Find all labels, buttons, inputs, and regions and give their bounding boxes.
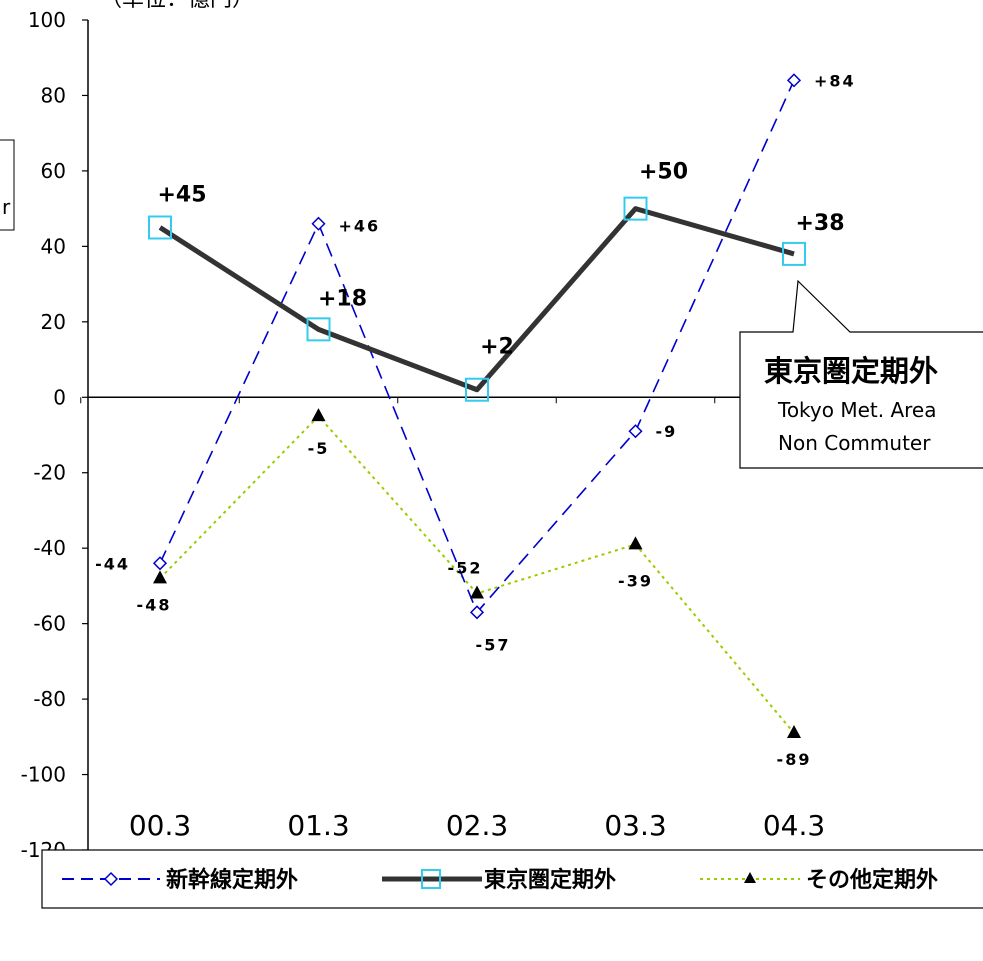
data-label-2: -39 — [618, 571, 653, 590]
legend-marker-tokyo — [421, 869, 441, 889]
data-label-0: +84 — [814, 71, 856, 90]
marker-shinkansen-point — [311, 216, 326, 231]
y-tick-label: 40 — [41, 234, 66, 258]
y-tick-label: 100 — [28, 8, 66, 32]
data-label-1: +18 — [318, 286, 367, 311]
callout-title: 東京圏定期外 — [764, 354, 938, 388]
x-tick-label: 01.3 — [287, 809, 349, 842]
data-label-1: +38 — [795, 211, 844, 236]
marker-shinkansen-point — [628, 424, 643, 439]
data-labels: -44 +46 -57 -9 +84 +45 +18 +2 +50 +38 -48 -5 -52 -39 -… — [95, 71, 856, 769]
marker-tokyo-point — [465, 377, 489, 402]
data-label-0: -9 — [656, 422, 678, 441]
marker-other-point — [153, 570, 167, 584]
data-label-2: -5 — [308, 439, 330, 458]
left-partial-box — [0, 139, 15, 231]
y-tick-label: 80 — [41, 83, 66, 107]
marker-shinkansen-point — [152, 556, 168, 571]
legend-item-tokyo: 東京圏定期外 — [382, 867, 616, 893]
marker-other-point — [470, 585, 484, 599]
legend-item-shinkansen: 新幹線定期外 — [62, 867, 298, 893]
marker-other-point — [628, 536, 643, 550]
legend-marker-other — [744, 872, 756, 883]
marker-shinkansen-point — [469, 605, 485, 620]
marker-shinkansen-point — [786, 73, 802, 88]
y-tick-label: -40 — [33, 536, 66, 560]
callout-line1: Tokyo Met. Area — [777, 398, 937, 422]
x-tick-label: 03.3 — [604, 809, 666, 842]
data-label-2: -89 — [777, 750, 812, 769]
callout: 東京圏定期外 Tokyo Met. Area Non Commuter — [739, 279, 983, 469]
legend-label-tokyo: 東京圏定期外 — [484, 867, 616, 893]
legend-box — [41, 849, 983, 909]
y-tick-label: -60 — [33, 612, 66, 636]
data-label-1: +2 — [480, 335, 514, 360]
data-label-1: +50 — [639, 160, 688, 185]
y-tick-label: -100 — [21, 763, 66, 787]
series-line-0 — [159, 80, 795, 614]
data-label-1: +45 — [157, 183, 206, 208]
series-line-1 — [158, 206, 795, 393]
series-layer — [148, 73, 806, 739]
top-unit-text: （単位：億円） — [100, 0, 254, 12]
data-label-0: -57 — [476, 635, 511, 654]
marker-other-point — [787, 725, 801, 739]
marker-other-point — [311, 408, 326, 422]
marker-tokyo-point — [623, 196, 648, 221]
marker-tokyo-point — [782, 241, 806, 266]
y-tick-label: 20 — [41, 310, 66, 334]
x-tick-label: 00.3 — [129, 809, 191, 842]
data-label-2: -52 — [448, 558, 483, 577]
data-label-2: -48 — [137, 595, 172, 614]
data-label-0: -44 — [95, 554, 130, 573]
callout-box — [739, 279, 983, 469]
y-tick-label: 60 — [41, 159, 66, 183]
legend-label-other: その他定期外 — [806, 867, 938, 893]
legend-marker-shinkansen — [103, 871, 119, 887]
x-tick-label: 02.3 — [446, 809, 508, 842]
data-label-0: +46 — [339, 217, 381, 236]
legend-label-shinkansen: 新幹線定期外 — [166, 867, 298, 893]
callout-line2: Non Commuter — [778, 431, 931, 455]
marker-tokyo-point — [148, 215, 172, 240]
marker-tokyo-point — [306, 317, 331, 342]
x-tick-label: 04.3 — [763, 809, 825, 842]
legend-item-other: その他定期外 — [700, 867, 938, 893]
y-tick-label: 0 — [53, 385, 66, 409]
legend: 新幹線定期外 東京圏定期外 その他定期外 — [41, 849, 983, 909]
left-partial-text: r — [2, 195, 11, 219]
y-tick-label: -20 — [33, 461, 66, 485]
y-tick-label: -80 — [33, 687, 66, 711]
x-axis-ticks: 00.3 01.3 02.3 03.3 04.3 — [80, 397, 874, 842]
